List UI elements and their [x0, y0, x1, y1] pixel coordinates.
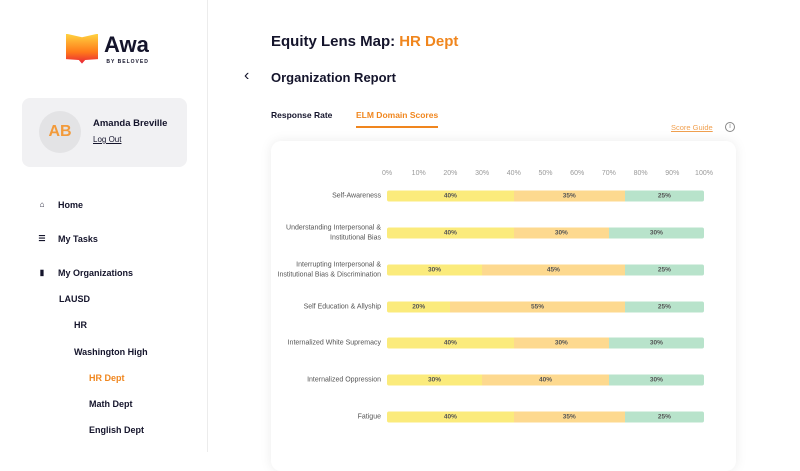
- bar-segment-yellow[interactable]: 20%: [387, 301, 451, 313]
- bar-segment-yellow[interactable]: 40%: [387, 190, 514, 202]
- bar-segment-orange[interactable]: 35%: [513, 190, 625, 202]
- x-tick-label: 50%: [538, 170, 553, 177]
- row-label: Fatigue: [357, 413, 381, 421]
- sidebar-item-my-organizations[interactable]: ▮ My Organizations: [38, 267, 133, 279]
- org-item-lausd[interactable]: LAUSD: [59, 294, 90, 304]
- row-label: Self Education & Allyship: [303, 303, 381, 311]
- info-icon[interactable]: i: [725, 122, 735, 132]
- bar-segment-orange[interactable]: 40%: [482, 374, 609, 386]
- bar-segment-green[interactable]: 25%: [624, 190, 704, 202]
- sidebar-item-label: My Tasks: [58, 234, 98, 244]
- org-item-english-dept[interactable]: English Dept: [89, 425, 145, 435]
- chart-card: 0% 10% 20% 30% 40% 50% 60% 70% 80% 90% 100% Self-Aw…: [271, 141, 736, 471]
- logout-link[interactable]: Log Out: [93, 135, 122, 144]
- report-title: Organization Report: [271, 70, 396, 85]
- bar-segment-orange[interactable]: 45%: [482, 264, 625, 276]
- brand-tagline: BY BELOVED: [106, 59, 149, 66]
- row-label: Internalized White Supremacy: [287, 339, 381, 347]
- bar-segment-yellow[interactable]: 40%: [387, 227, 514, 239]
- x-tick-label: 70%: [601, 170, 616, 177]
- book-icon: ▮: [39, 268, 45, 277]
- sidebar-item-home[interactable]: ⌂ Home: [38, 199, 83, 211]
- sidebar-item-my-tasks[interactable]: ☰ My Tasks: [38, 233, 98, 245]
- tab-response-rate[interactable]: Response Rate: [271, 110, 333, 120]
- avatar: AB: [39, 111, 81, 153]
- x-tick-label: 20%: [443, 170, 458, 177]
- sidebar-item-label: My Organizations: [58, 268, 134, 278]
- row-label: Interrupting Interpersonal & Institution…: [277, 261, 382, 279]
- x-tick-label: 30%: [475, 170, 490, 177]
- bar-segment-yellow[interactable]: 40%: [387, 337, 514, 349]
- bar-segment-yellow[interactable]: 30%: [387, 264, 483, 276]
- tab-elm-domain-scores[interactable]: ELM Domain Scores: [356, 110, 439, 128]
- org-item-washington-high[interactable]: Washington High: [74, 347, 148, 357]
- bar-segment-green[interactable]: 30%: [608, 227, 704, 239]
- x-tick-label: 40%: [506, 170, 521, 177]
- score-guide-link[interactable]: Score Guide: [671, 123, 713, 132]
- bar-segment-yellow[interactable]: 30%: [387, 374, 483, 386]
- row-label: Self-Awareness: [332, 192, 381, 200]
- org-item-math-dept[interactable]: Math Dept: [89, 399, 133, 409]
- dept-name: HR Dept: [399, 33, 459, 50]
- x-tick-label: 10%: [411, 170, 426, 177]
- bar-segment-orange[interactable]: 55%: [450, 301, 625, 313]
- org-item-hr-dept[interactable]: HR Dept: [89, 373, 125, 383]
- bar-segment-green[interactable]: 25%: [624, 264, 704, 276]
- bar-segment-green[interactable]: 30%: [608, 337, 704, 349]
- sidebar: Awa BY BELOVED AB Amanda Breville Log Out…: [0, 0, 208, 452]
- x-tick-label: 0%: [381, 170, 393, 177]
- sidebar-item-label: Home: [58, 200, 84, 210]
- x-tick-label: 80%: [633, 170, 648, 177]
- x-tick-label: 90%: [665, 170, 680, 177]
- home-icon: ⌂: [39, 200, 45, 209]
- user-name: Amanda Breville: [93, 118, 168, 129]
- awa-logo[interactable]: Awa BY BELOVED: [66, 32, 149, 65]
- book-logo-icon: [66, 33, 98, 64]
- x-tick-label: 100%: [695, 170, 713, 177]
- bar-segment-yellow[interactable]: 40%: [387, 411, 514, 423]
- bar-segment-green[interactable]: 25%: [624, 301, 704, 313]
- main-content: Equity Lens Map: HR Dept ‹ Organization R…: [209, 0, 800, 471]
- bar-segment-green[interactable]: 30%: [608, 374, 704, 386]
- row-label: Internalized Oppression: [307, 376, 381, 384]
- bar-segment-orange[interactable]: 30%: [513, 337, 609, 349]
- user-card: AB Amanda Breville Log Out: [22, 98, 187, 167]
- x-tick-label: 60%: [570, 170, 585, 177]
- bar-segment-orange[interactable]: 35%: [513, 411, 625, 423]
- bar-segment-orange[interactable]: 30%: [513, 227, 609, 239]
- back-arrow-icon[interactable]: ‹: [244, 67, 250, 84]
- row-label: Understanding Interpersonal & Institutio…: [286, 224, 381, 242]
- brand-name: Awa: [104, 32, 149, 57]
- page-title-text: Equity Lens Map:: [271, 33, 396, 50]
- org-item-hr[interactable]: HR: [74, 320, 87, 330]
- page-title: Equity Lens Map: HR Dept: [271, 33, 458, 51]
- list-icon: ☰: [38, 234, 46, 243]
- bar-segment-green[interactable]: 25%: [624, 411, 704, 423]
